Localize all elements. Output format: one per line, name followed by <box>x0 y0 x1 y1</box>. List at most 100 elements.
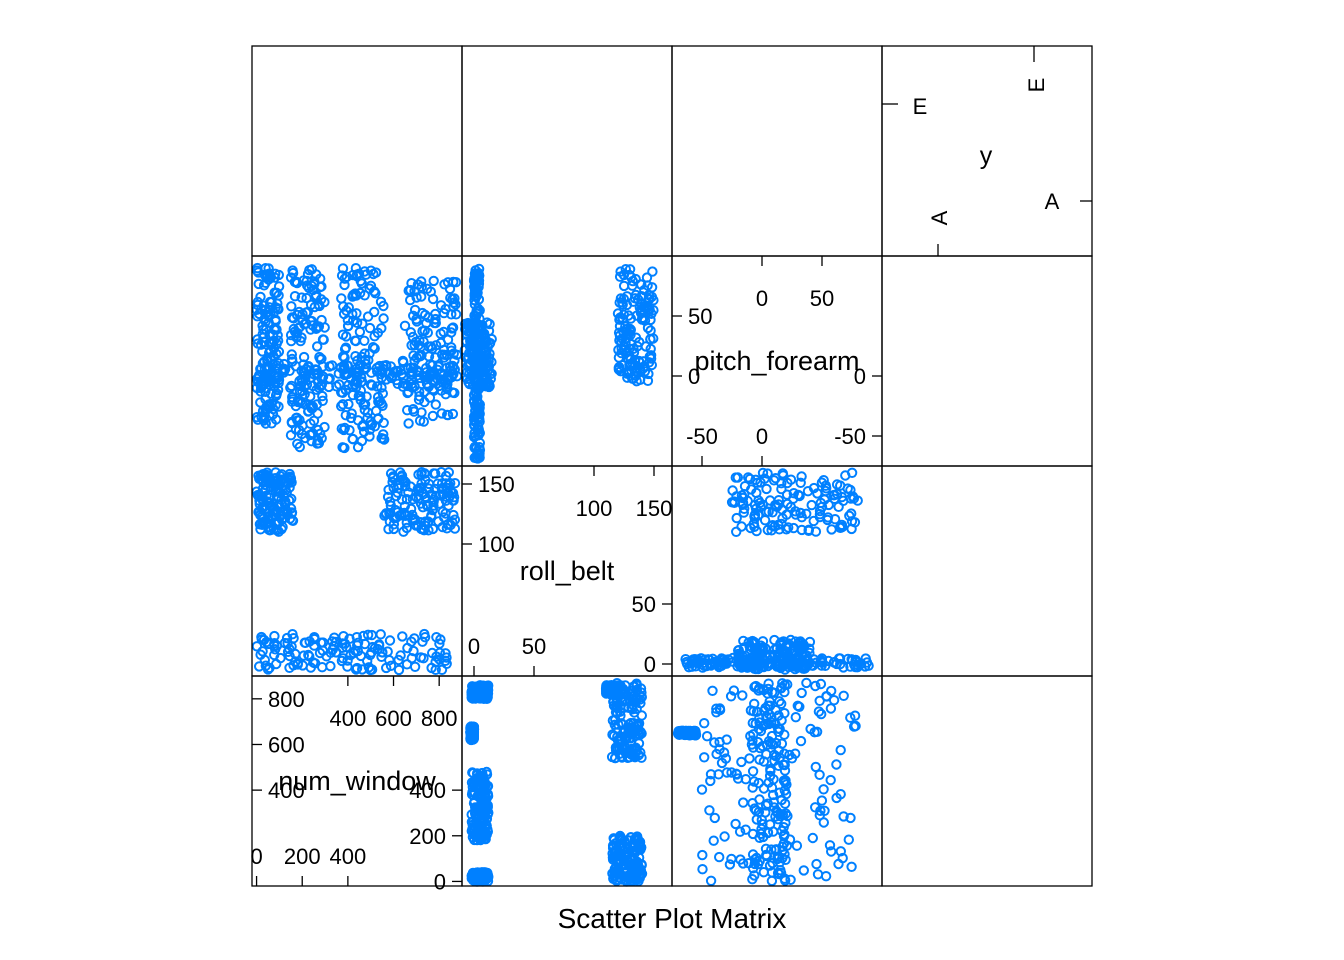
data-point <box>709 737 720 748</box>
data-point <box>260 518 272 529</box>
data-point <box>393 664 405 676</box>
data-point <box>427 647 438 659</box>
data-point <box>268 509 280 520</box>
data-point <box>762 688 773 699</box>
data-point <box>749 511 760 522</box>
data-point <box>370 288 381 299</box>
data-point <box>350 664 362 675</box>
data-point <box>305 418 316 429</box>
data-point <box>378 429 389 440</box>
data-point <box>401 494 413 505</box>
data-point <box>642 375 654 386</box>
data-point <box>780 875 791 886</box>
data-point <box>408 350 419 361</box>
data-point <box>262 353 273 365</box>
data-point <box>731 526 742 537</box>
data-point <box>356 278 367 289</box>
tick-label-top: 400 <box>330 706 367 731</box>
data-point <box>812 869 824 880</box>
data-point <box>397 474 408 485</box>
data-point <box>477 801 488 812</box>
data-point <box>778 651 789 663</box>
data-point <box>428 275 439 287</box>
data-point <box>288 633 299 644</box>
data-point <box>351 290 362 301</box>
data-point <box>754 713 765 724</box>
data-point <box>478 833 490 845</box>
data-point <box>617 834 628 846</box>
data-point <box>450 299 461 310</box>
data-point <box>251 265 263 276</box>
data-point <box>765 765 776 777</box>
data-point <box>291 332 302 343</box>
data-point <box>776 483 787 495</box>
data-point <box>271 338 282 349</box>
data-point <box>254 661 265 672</box>
data-point <box>780 775 791 786</box>
diag-label-y: y <box>980 142 993 170</box>
data-point <box>635 683 647 694</box>
data-point <box>818 817 829 828</box>
data-point <box>285 475 296 486</box>
data-point <box>691 655 703 666</box>
tick-label-top: 600 <box>375 706 412 731</box>
data-point <box>768 475 780 486</box>
data-point <box>309 278 320 289</box>
data-point <box>261 471 272 483</box>
data-point <box>282 638 293 649</box>
data-point <box>628 296 639 307</box>
data-point <box>299 637 310 648</box>
tick-label-right: 50 <box>632 592 656 617</box>
data-point <box>339 279 350 291</box>
data-point <box>477 339 488 350</box>
data-point <box>419 628 430 640</box>
data-point <box>360 269 372 280</box>
data-point <box>463 352 474 363</box>
data-point <box>790 712 801 723</box>
data-point <box>270 467 281 478</box>
data-point <box>387 477 398 488</box>
data-point <box>323 373 334 385</box>
data-point <box>385 660 397 671</box>
tick-label-top: 150 <box>636 496 673 521</box>
data-point <box>766 658 777 670</box>
data-point <box>701 731 713 742</box>
data-point <box>309 632 320 643</box>
data-point <box>764 495 776 506</box>
data-point <box>269 287 280 298</box>
data-point <box>739 503 750 514</box>
data-point <box>480 819 491 830</box>
data-point <box>631 703 642 714</box>
data-point <box>641 272 653 283</box>
data-point <box>469 875 480 887</box>
data-point <box>630 742 641 753</box>
data-point <box>630 841 641 852</box>
data-point <box>628 690 640 701</box>
data-point <box>646 359 657 371</box>
data-point <box>272 524 283 536</box>
data-point <box>442 379 453 390</box>
tick-label-right: -50 <box>834 424 866 449</box>
data-point <box>622 752 633 763</box>
data-point <box>296 332 307 343</box>
data-point <box>365 379 377 390</box>
data-point <box>446 342 457 353</box>
diag-label-num_window: num_window <box>278 766 436 796</box>
data-point <box>376 372 387 383</box>
data-point <box>708 835 719 846</box>
data-point <box>843 834 854 845</box>
data-point <box>469 824 480 835</box>
data-point <box>849 710 861 721</box>
data-point <box>816 795 828 806</box>
data-point <box>720 753 732 764</box>
data-point <box>699 752 710 763</box>
data-point <box>315 273 326 284</box>
data-point <box>696 784 708 795</box>
data-point <box>749 499 761 511</box>
data-point <box>319 296 330 308</box>
data-point <box>614 297 625 308</box>
data-point <box>356 435 368 447</box>
data-point <box>442 487 454 498</box>
tick-label-left: 100 <box>478 532 515 557</box>
data-point <box>825 703 837 714</box>
